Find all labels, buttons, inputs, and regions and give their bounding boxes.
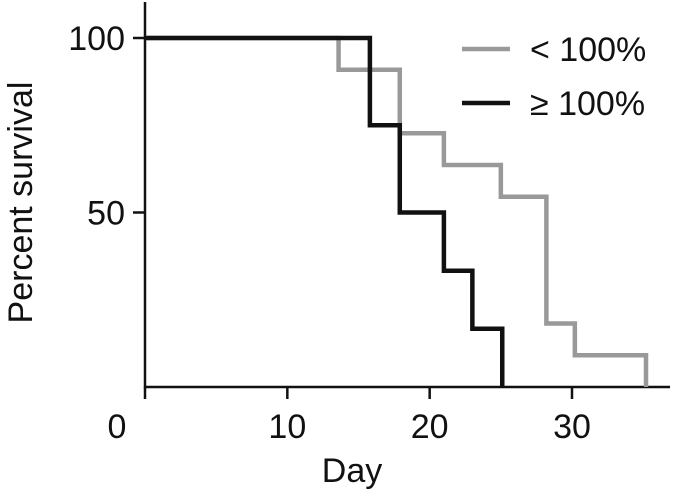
y-axis-title: Percent survival bbox=[2, 82, 40, 324]
series-layer bbox=[145, 35, 649, 387]
x-axis-title: Day bbox=[322, 452, 382, 490]
axes bbox=[143, 2, 670, 389]
ticks: 50 100 10 20 30 0 bbox=[68, 20, 591, 446]
legend: < 100% ≥ 100% bbox=[462, 31, 646, 123]
x-tick-label: 20 bbox=[411, 408, 449, 446]
series-line-below-100 bbox=[145, 35, 649, 387]
y-tick-label: 50 bbox=[87, 195, 125, 233]
series-line-at-or-above-100 bbox=[145, 35, 505, 387]
legend-label-below-100: < 100% bbox=[530, 31, 646, 69]
legend-label-at-or-above-100: ≥ 100% bbox=[530, 85, 645, 123]
x-tick-label: 30 bbox=[553, 408, 591, 446]
origin-tick-label: 0 bbox=[108, 408, 127, 446]
x-tick-label: 10 bbox=[268, 408, 306, 446]
y-tick-label: 100 bbox=[68, 20, 125, 58]
